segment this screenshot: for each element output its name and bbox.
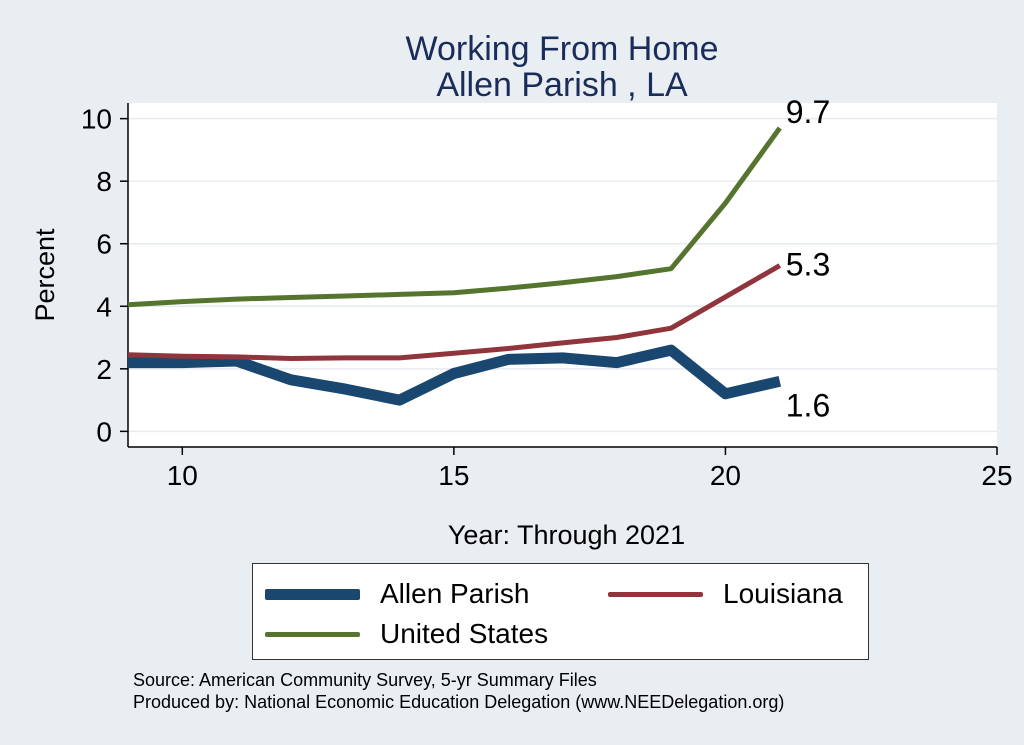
plot-background (128, 103, 997, 447)
y-tick-label-4: 4 (96, 291, 112, 322)
legend-item-allen-parish: Allen Parish (265, 578, 529, 610)
legend-item-united-states: United States (265, 618, 548, 650)
x-tick-label-20: 20 (710, 460, 741, 491)
x-axis-title: Year: Through 2021 (448, 520, 685, 550)
x-tick-label-15: 15 (438, 460, 469, 491)
end-label-united-states: 9.7 (786, 94, 830, 130)
chart-title: Working From Home (405, 30, 719, 68)
end-label-allen-parish: 1.6 (786, 387, 830, 423)
series-line-united-states (127, 126, 782, 308)
legend: Allen Parish Louisiana United States (252, 563, 869, 660)
legend-item-louisiana: Louisiana (608, 578, 843, 610)
series-line-allen-parish (128, 344, 782, 406)
y-tick-label-2: 2 (96, 354, 112, 385)
legend-label-louisiana: Louisiana (723, 578, 843, 609)
legend-swatch-allen-parish (265, 588, 360, 600)
y-tick-label-8: 8 (96, 166, 112, 197)
y-axis-title: Percent (30, 228, 60, 322)
y-tick-label-0: 0 (96, 416, 112, 447)
legend-label-allen-parish: Allen Parish (380, 578, 530, 609)
x-tick-label-25: 25 (981, 460, 1012, 491)
y-tick-label-10: 10 (81, 104, 112, 135)
legend-swatch-united-states (265, 631, 360, 637)
end-label-louisiana: 5.3 (786, 247, 830, 283)
y-tick-label-6: 6 (96, 229, 112, 260)
chart-subtitle: Allen Parish , LA (436, 66, 688, 104)
series-line-louisiana (127, 263, 782, 361)
produced-by-note: Produced by: National Economic Education… (133, 692, 785, 712)
source-note: Source: American Community Survey, 5-yr … (133, 670, 597, 690)
legend-label-united-states: United States (380, 618, 549, 649)
x-tick-label-10: 10 (167, 460, 198, 491)
legend-swatch-louisiana (608, 591, 703, 597)
